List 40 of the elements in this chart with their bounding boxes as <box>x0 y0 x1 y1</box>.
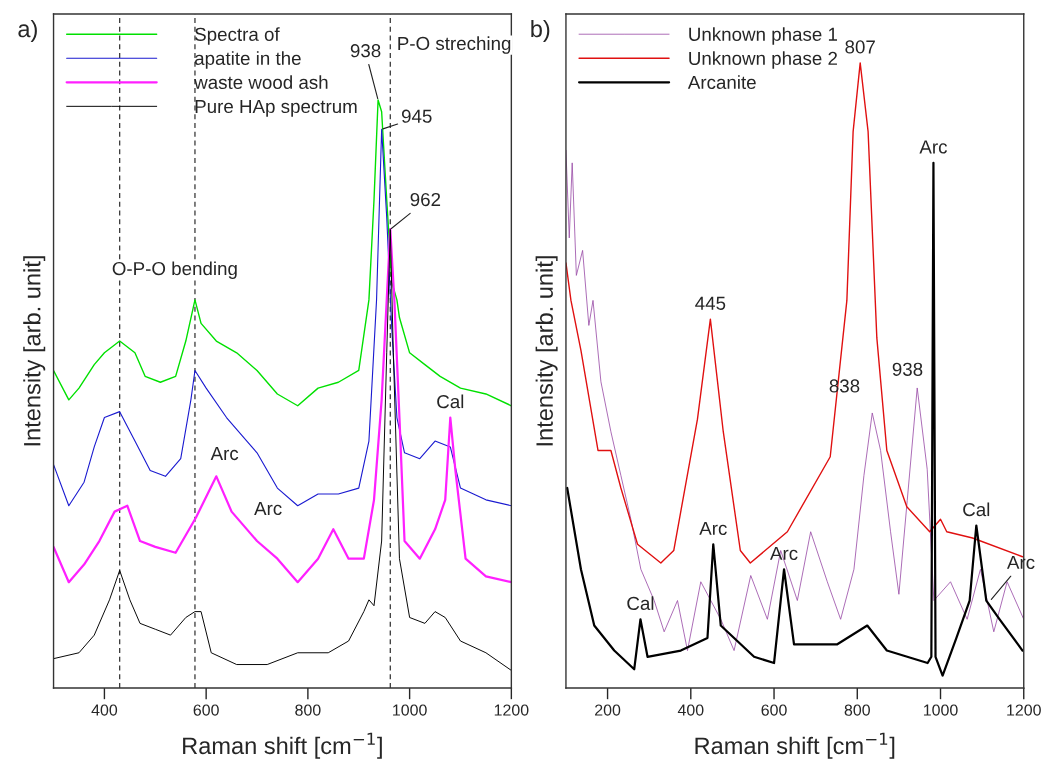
annotation: 807 <box>845 40 875 54</box>
y-axis-title: Intensity [arb. unit] <box>23 256 46 446</box>
x-tick-label: 1000 <box>393 704 427 716</box>
legend-label: waste wood ash <box>194 75 328 90</box>
annotation: 938 <box>350 44 381 58</box>
annotation: Cal <box>437 394 464 409</box>
annotation: Arc <box>770 546 798 560</box>
annotation: Arc <box>919 140 948 154</box>
legend-label: Arcanite <box>687 75 756 90</box>
x-axis-title: Raman shift [cm$^{−1}$] <box>695 732 895 759</box>
annotation: Arc <box>210 447 239 461</box>
legend-label: Unknown phase 2 <box>689 51 837 69</box>
annotation: 945 <box>401 109 432 123</box>
legend-label: Unknown phase 1 <box>689 27 838 45</box>
x-tick-label: 200 <box>595 704 621 716</box>
annotation: Arc <box>254 502 282 516</box>
text: b) <box>531 19 550 42</box>
x-tick-label: 600 <box>193 704 219 716</box>
x-tick-label: 600 <box>761 704 787 716</box>
x-tick-label: 1000 <box>923 704 958 716</box>
x-tick-label: 800 <box>844 704 870 716</box>
annotation: O-P-O bending <box>112 261 237 279</box>
legend-label: Pure HAp spectrum <box>195 99 357 117</box>
y-axis-title: Intensity [arb. unit] <box>535 256 558 446</box>
x-tick-label: 400 <box>677 704 704 716</box>
text: a) <box>18 19 37 42</box>
x-tick-label: 1200 <box>1007 704 1041 716</box>
annotation: 445 <box>695 296 726 310</box>
x-tick-label: 800 <box>295 704 321 716</box>
text: P-O streching <box>398 36 511 54</box>
x-axis-title: Raman shift [cm$^{−1}$] <box>183 732 382 759</box>
x-tick-label: 1200 <box>494 704 529 716</box>
annotation: Cal <box>963 502 990 517</box>
annotation: Arc <box>699 521 727 535</box>
annotation: Cal <box>627 596 654 611</box>
legend-label: Spectra of <box>195 27 280 45</box>
annotation: 962 <box>410 192 441 207</box>
x-tick-label: 400 <box>91 704 118 716</box>
annotation: 938 <box>892 362 923 376</box>
legend-label: apatite in the <box>194 51 301 69</box>
